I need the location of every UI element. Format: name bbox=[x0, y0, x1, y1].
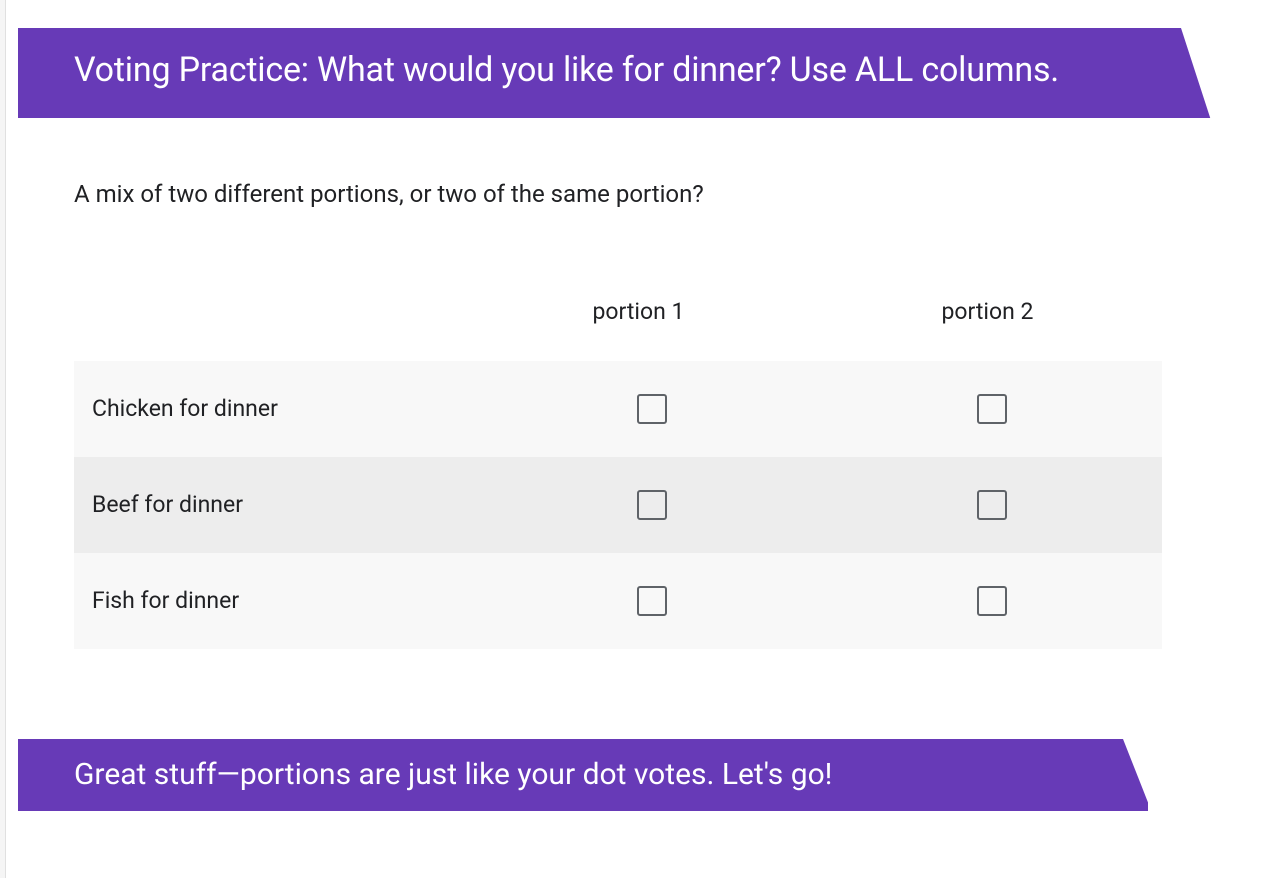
checkbox-chicken-portion-1[interactable] bbox=[637, 394, 667, 424]
checkbox-grid: portion 1 portion 2 Chicken for dinner B… bbox=[18, 298, 1218, 649]
grid-row-fish: Fish for dinner bbox=[74, 553, 1162, 649]
left-page-edge bbox=[0, 0, 6, 878]
checkbox-fish-portion-1[interactable] bbox=[637, 586, 667, 616]
form-container: Voting Practice: What would you like for… bbox=[0, 0, 1288, 811]
row-label-chicken: Chicken for dinner bbox=[92, 395, 482, 422]
checkbox-chicken-portion-2[interactable] bbox=[977, 394, 1007, 424]
grid-row-beef: Beef for dinner bbox=[74, 457, 1162, 553]
column-header-portion-2: portion 2 bbox=[813, 298, 1162, 325]
checkbox-cell bbox=[822, 490, 1162, 520]
section-title: Voting Practice: What would you like for… bbox=[74, 48, 1162, 94]
checkbox-beef-portion-1[interactable] bbox=[637, 490, 667, 520]
section-footer-banner: Great stuff—portions are just like your … bbox=[18, 739, 1148, 811]
checkbox-cell bbox=[822, 394, 1162, 424]
checkbox-cell bbox=[482, 490, 822, 520]
row-label-fish: Fish for dinner bbox=[92, 587, 482, 614]
checkbox-cell bbox=[822, 586, 1162, 616]
section-header-banner: Voting Practice: What would you like for… bbox=[18, 28, 1218, 118]
grid-row-chicken: Chicken for dinner bbox=[74, 361, 1162, 457]
grid-column-headers: portion 1 portion 2 bbox=[74, 298, 1162, 361]
row-label-beef: Beef for dinner bbox=[92, 491, 482, 518]
question-subtitle: A mix of two different portions, or two … bbox=[18, 118, 1218, 208]
checkbox-cell bbox=[482, 586, 822, 616]
footer-text: Great stuff—portions are just like your … bbox=[74, 757, 1092, 793]
column-header-portion-1: portion 1 bbox=[464, 298, 813, 325]
checkbox-fish-portion-2[interactable] bbox=[977, 586, 1007, 616]
checkbox-cell bbox=[482, 394, 822, 424]
checkbox-beef-portion-2[interactable] bbox=[977, 490, 1007, 520]
